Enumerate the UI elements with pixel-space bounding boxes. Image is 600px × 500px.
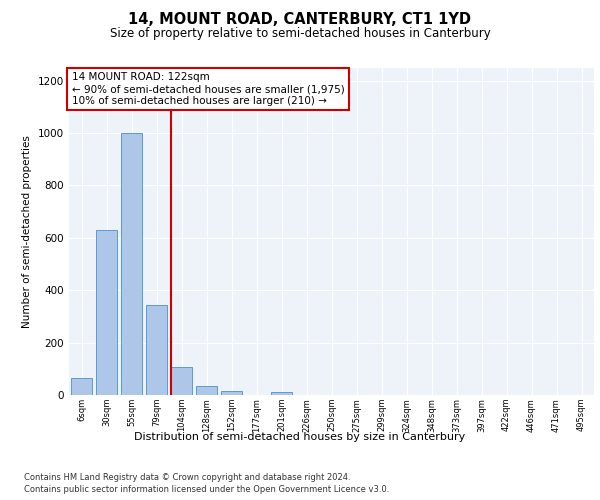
Bar [221, 391, 242, 395]
Bar [96, 230, 117, 395]
Text: Size of property relative to semi-detached houses in Canterbury: Size of property relative to semi-detach… [110, 28, 490, 40]
Bar [146, 304, 167, 395]
Bar [196, 386, 217, 395]
Text: Contains public sector information licensed under the Open Government Licence v3: Contains public sector information licen… [24, 485, 389, 494]
Y-axis label: Number of semi-detached properties: Number of semi-detached properties [22, 135, 32, 328]
Bar [171, 368, 192, 395]
Text: 14, MOUNT ROAD, CANTERBURY, CT1 1YD: 14, MOUNT ROAD, CANTERBURY, CT1 1YD [128, 12, 472, 28]
Bar [71, 378, 92, 395]
Text: 14 MOUNT ROAD: 122sqm
← 90% of semi-detached houses are smaller (1,975)
10% of s: 14 MOUNT ROAD: 122sqm ← 90% of semi-deta… [71, 72, 344, 106]
Text: Distribution of semi-detached houses by size in Canterbury: Distribution of semi-detached houses by … [134, 432, 466, 442]
Bar [271, 392, 292, 395]
Text: Contains HM Land Registry data © Crown copyright and database right 2024.: Contains HM Land Registry data © Crown c… [24, 472, 350, 482]
Bar [121, 133, 142, 395]
